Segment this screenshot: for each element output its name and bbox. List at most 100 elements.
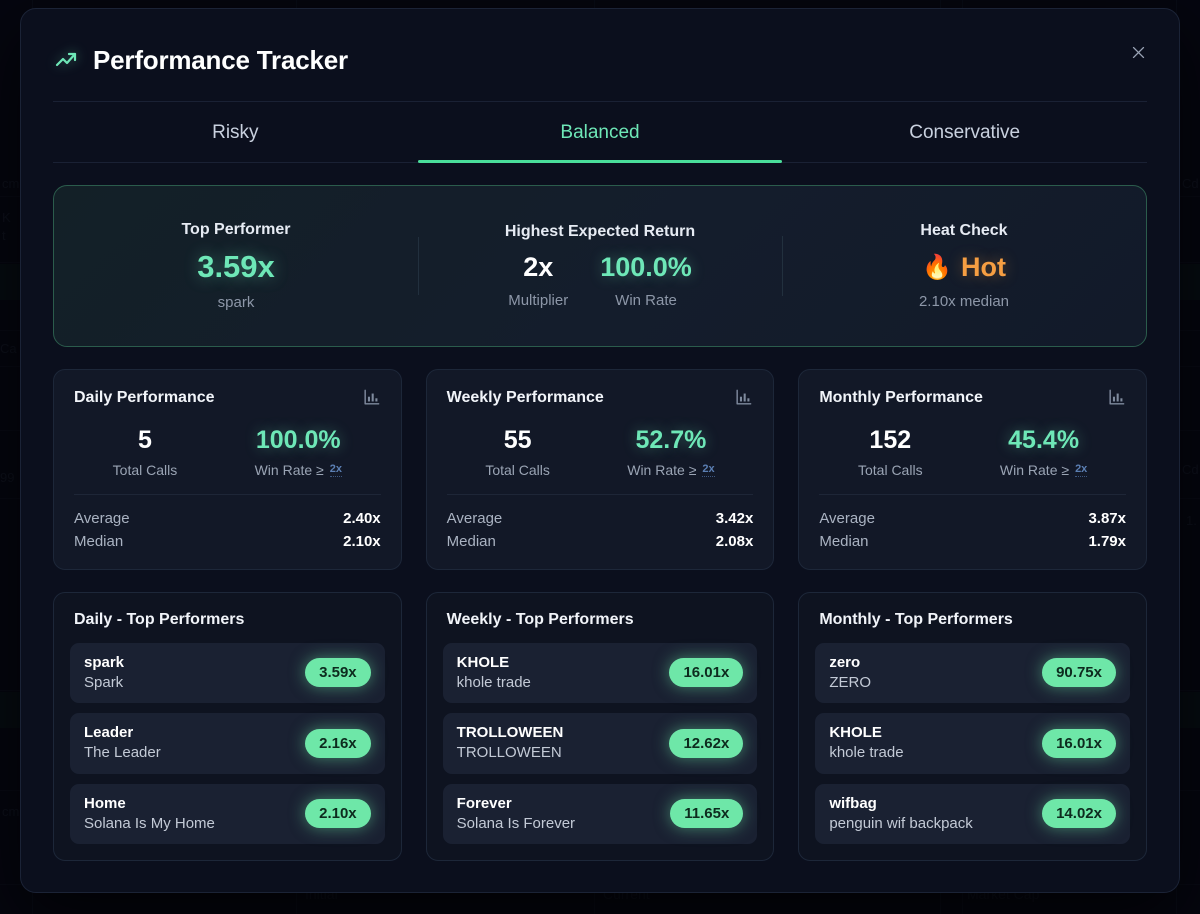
- total-calls-value: 5: [138, 426, 152, 454]
- stat-row-label: Average: [446, 509, 503, 527]
- stat-card-title: Daily Performance: [74, 388, 215, 406]
- bar-chart-icon[interactable]: [1107, 388, 1126, 407]
- list-item[interactable]: zero ZERO 90.75x: [815, 642, 1130, 703]
- summary-heat-check: Heat Check 🔥 Hot 2.10x median: [782, 222, 1146, 310]
- win-rate-threshold-badge[interactable]: 2x: [329, 462, 342, 477]
- stat-row-value: 2.10x: [343, 532, 381, 550]
- total-calls-metric: 55 Total Calls: [485, 426, 550, 478]
- summary-heat-check-sub: 2.10x median: [918, 293, 1010, 310]
- summary-top-performer-value: 3.59x: [197, 249, 275, 285]
- stat-row-label: Average: [74, 509, 130, 527]
- top-performers-card: Monthly - Top Performers zero ZERO 90.75…: [798, 591, 1147, 861]
- list-item[interactable]: Forever Solana Is Forever 11.65x: [442, 783, 758, 844]
- performer-multiple-badge: 16.01x: [669, 658, 744, 688]
- list-item[interactable]: wifbag penguin wif backpack 14.02x: [815, 783, 1130, 844]
- performer-info: zero ZERO: [829, 653, 871, 694]
- performer-info: spark Spark: [84, 653, 124, 694]
- summary-her-label: Highest Expected Return: [504, 223, 696, 241]
- performer-name: TROLLOWEEN: [456, 744, 562, 762]
- list-item[interactable]: TROLLOWEEN TROLLOWEEN 12.62x: [442, 713, 758, 774]
- stat-card-metrics: 5 Total Calls 100.0% Win Rate ≥ 2x: [74, 426, 381, 494]
- stat-row-label: Median: [74, 532, 124, 550]
- stat-row: Median 2.10x: [74, 530, 381, 553]
- total-calls-metric: 5 Total Calls: [112, 426, 178, 478]
- bar-chart-icon[interactable]: [362, 388, 381, 407]
- total-calls-value: 55: [503, 426, 532, 454]
- stat-card-divider: [446, 493, 754, 495]
- win-rate-label-text: Win Rate ≥: [254, 461, 324, 478]
- performer-multiple-badge: 90.75x: [1042, 658, 1116, 688]
- summary-her-winrate: 100.0% Win Rate: [600, 253, 692, 309]
- win-rate-label-text: Win Rate ≥: [999, 461, 1070, 478]
- performer-multiple-badge: 11.65x: [670, 799, 744, 829]
- performance-stats-grid: Daily Performance 5 Total Calls 100.0% W…: [53, 369, 1147, 570]
- win-rate-value: 52.7%: [635, 426, 707, 454]
- performer-name: Solana Is My Home: [84, 814, 215, 832]
- heat-status-badge: Hot: [960, 252, 1006, 282]
- performer-symbol: Leader: [84, 724, 134, 741]
- top-performers-card: Weekly - Top Performers KHOLE khole trad…: [425, 591, 775, 861]
- summary-her-multiplier-label: Multiplier: [508, 291, 569, 309]
- stat-row: Median 1.79x: [819, 530, 1126, 553]
- list-item[interactable]: KHOLE khole trade 16.01x: [442, 642, 758, 703]
- stat-card: Weekly Performance 55 Total Calls 52.7% …: [425, 369, 775, 570]
- performer-info: Forever Solana Is Forever: [457, 794, 575, 835]
- list-item[interactable]: spark Spark 3.59x: [70, 642, 385, 703]
- stat-card-metrics: 152 Total Calls 45.4% Win Rate ≥ 2x: [819, 426, 1126, 494]
- performer-multiple-badge: 12.62x: [669, 728, 744, 758]
- top-performers-title: Monthly - Top Performers: [819, 610, 1013, 628]
- win-rate-value: 45.4%: [1008, 426, 1080, 454]
- stat-row-label: Average: [819, 509, 875, 527]
- summary-top-performer: Top Performer 3.59x spark: [54, 221, 418, 311]
- stat-card-title: Weekly Performance: [446, 388, 604, 406]
- performer-symbol: KHOLE: [456, 653, 510, 671]
- fire-icon: 🔥: [922, 253, 952, 281]
- stat-card-header: Daily Performance: [74, 388, 381, 407]
- performer-multiple-badge: 14.02x: [1042, 799, 1116, 829]
- win-rate-label-text: Win Rate ≥: [627, 461, 697, 478]
- bar-chart-icon[interactable]: [734, 388, 753, 407]
- performer-name: The Leader: [84, 744, 161, 762]
- tab-risky[interactable]: Risky: [212, 122, 259, 143]
- tab-balanced[interactable]: Balanced: [417, 102, 783, 163]
- total-calls-label: Total Calls: [112, 461, 178, 478]
- summary-her-winrate-label: Win Rate: [615, 291, 677, 309]
- list-item[interactable]: KHOLE khole trade 16.01x: [815, 713, 1130, 774]
- win-rate-threshold-badge[interactable]: 2x: [702, 462, 715, 477]
- performer-symbol: spark: [84, 653, 125, 671]
- stat-card-metrics: 55 Total Calls 52.7% Win Rate ≥ 2x: [447, 426, 754, 494]
- summary-highest-expected-return: Highest Expected Return 2x Multiplier 10…: [418, 223, 782, 309]
- performer-info: Leader The Leader: [84, 723, 161, 764]
- header-divider: [53, 101, 1147, 102]
- list-item[interactable]: Leader The Leader 2.16x: [70, 713, 385, 774]
- top-performers-grid: Daily - Top Performers spark Spark 3.59x…: [53, 591, 1147, 861]
- summary-panel: Top Performer 3.59x spark Highest Expect…: [53, 185, 1147, 347]
- tab-conservative[interactable]: Conservative: [909, 122, 1021, 143]
- close-icon[interactable]: [1123, 37, 1153, 67]
- win-rate-label: Win Rate ≥ 2x: [255, 462, 342, 478]
- list-item[interactable]: Home Solana Is My Home 2.10x: [70, 783, 385, 844]
- stat-row-value: 3.87x: [1088, 509, 1126, 527]
- stat-row-value: 3.42x: [715, 509, 754, 527]
- win-rate-threshold-badge[interactable]: 2x: [1075, 462, 1088, 477]
- stat-row-value: 2.40x: [343, 509, 381, 527]
- stat-card-header: Monthly Performance: [819, 388, 1126, 407]
- top-performers-title: Weekly - Top Performers: [446, 610, 634, 628]
- summary-her-multiplier: 2x Multiplier: [508, 252, 569, 309]
- stat-card-title: Monthly Performance: [819, 388, 983, 406]
- stat-card-divider: [819, 493, 1126, 495]
- total-calls-label: Total Calls: [485, 461, 550, 478]
- performer-info: wifbag penguin wif backpack: [829, 794, 972, 835]
- performer-name: Solana Is Forever: [456, 814, 576, 832]
- win-rate-metric: 100.0% Win Rate ≥ 2x: [255, 426, 342, 478]
- total-calls-label: Total Calls: [857, 461, 923, 478]
- stat-card-divider: [74, 493, 381, 495]
- performer-info: Home Solana Is My Home: [84, 794, 215, 835]
- top-performers-card: Daily - Top Performers spark Spark 3.59x…: [53, 591, 402, 861]
- summary-her-multiplier-value: 2x: [523, 252, 554, 283]
- performer-symbol: wifbag: [829, 794, 877, 812]
- performer-symbol: TROLLOWEEN: [456, 724, 564, 741]
- stat-card-header: Weekly Performance: [447, 388, 754, 407]
- stat-row-label: Median: [819, 532, 869, 550]
- summary-top-performer-sub: spark: [217, 293, 255, 311]
